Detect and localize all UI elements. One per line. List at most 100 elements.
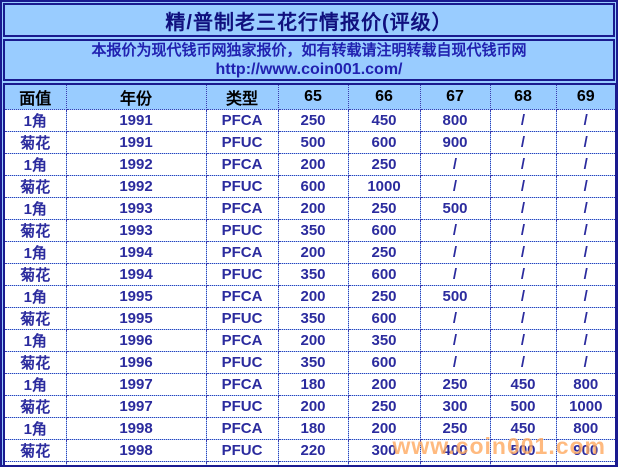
table-header-row: 面值 年份 类型 65 66 67 68 69 (3, 83, 616, 110)
price-cell: 800 (419, 109, 491, 132)
price-cell: 500 (419, 285, 491, 308)
year-cell: 1999 (65, 461, 207, 465)
year-cell: 1998 (65, 439, 207, 462)
price-cell: / (555, 329, 616, 352)
price-cell: 600 (347, 131, 421, 154)
price-cell: 600 (347, 307, 421, 330)
price-cell: 450 (489, 373, 557, 396)
price-cell: 250 (277, 109, 349, 132)
price-cell: 600 (347, 219, 421, 242)
price-cell: / (419, 175, 491, 198)
year-cell: 1993 (65, 197, 207, 220)
face-value-cell: 菊花 (3, 307, 67, 330)
year-cell: 1994 (65, 241, 207, 264)
price-cell: 600 (347, 351, 421, 374)
year-cell: 1994 (65, 263, 207, 286)
price-cell: / (555, 461, 616, 465)
table-row: 菊花 1996 PFUC 350 600// / (3, 351, 616, 374)
page-title-bar: 精/普制老三花行情报价(评级） (3, 3, 615, 37)
year-cell: 1996 (65, 329, 207, 352)
price-cell: 450 (489, 461, 557, 465)
table-row: 1角 1993 PFCA 200 250 500// (3, 197, 616, 220)
table-row: 菊花 1994 PFUC 350 600// / (3, 263, 616, 286)
price-cell: 250 (419, 461, 491, 465)
price-cell: 180 (277, 417, 349, 440)
table-row: 1角 1997 PFCA 180 200 250 450 800 (3, 373, 616, 396)
face-value-cell: 菊花 (3, 351, 67, 374)
table-row: 1角 1994 PFCA 200 250// / (3, 241, 616, 264)
notice-box: 本报价为现代钱币网独家报价，如有转载请注明转载自现代钱币网 http://www… (3, 39, 615, 81)
price-cell: 300 (347, 439, 421, 462)
price-cell: 500 (489, 395, 557, 418)
price-cell: 200 (277, 241, 349, 264)
price-cell: 900 (555, 439, 616, 462)
price-cell: 800 (555, 417, 616, 440)
column-header-类型: 类型 (205, 83, 279, 110)
table-row: 菊花 1997 PFUC 200 250 300 500 1000 (3, 395, 616, 418)
face-value-cell: 1角 (3, 285, 67, 308)
price-cell: / (489, 131, 557, 154)
price-cell: 300 (419, 395, 491, 418)
year-cell: 1993 (65, 219, 207, 242)
price-cell: 800 (555, 373, 616, 396)
type-cell: PFUC (205, 395, 279, 418)
face-value-cell: 1角 (3, 153, 67, 176)
price-cell: / (489, 109, 557, 132)
year-cell: 1998 (65, 417, 207, 440)
column-header-年份: 年份 (65, 83, 207, 110)
column-header-67: 67 (419, 83, 491, 110)
column-header-69: 69 (555, 83, 616, 110)
price-cell: 450 (347, 109, 421, 132)
table-row: 1角 1995 PFCA 200 250 500// (3, 285, 616, 308)
table-body: 1角 1991 PFCA 250 450 800// 菊花 1991 PFUC 500 600 900… (3, 109, 616, 465)
face-value-cell: 1角 (3, 241, 67, 264)
price-cell: / (555, 109, 616, 132)
price-cell: / (419, 307, 491, 330)
price-cell: / (555, 131, 616, 154)
face-value-cell: 菊花 (3, 175, 67, 198)
type-cell: PFUC (205, 307, 279, 330)
type-cell: PFUC (205, 175, 279, 198)
type-cell: PFCA (205, 329, 279, 352)
notice-text: 本报价为现代钱币网独家报价，如有转载请注明转载自现代钱币网 (91, 42, 527, 59)
face-value-cell: 菊花 (3, 395, 67, 418)
table-row: 菊花 1995 PFUC 350 600// / (3, 307, 616, 330)
price-cell: 500 (277, 131, 349, 154)
site-url-text: http://www.coin001.com/ (215, 61, 403, 78)
price-cell: 250 (419, 417, 491, 440)
price-cell: 500 (489, 439, 557, 462)
price-cell: 250 (347, 197, 421, 220)
face-value-cell: 菊花 (3, 439, 67, 462)
table-row: 1角 1996 PFCA 200 350// / (3, 329, 616, 352)
price-cell: 250 (347, 395, 421, 418)
price-cell: / (419, 329, 491, 352)
price-cell: / (419, 351, 491, 374)
price-cell: 220 (277, 439, 349, 462)
face-value-cell: 1角 (3, 197, 67, 220)
year-cell: 1996 (65, 351, 207, 374)
price-cell: 350 (277, 263, 349, 286)
price-cell: 350 (277, 351, 349, 374)
price-cell: 250 (419, 373, 491, 396)
price-cell: 200 (277, 329, 349, 352)
price-cell: / (419, 263, 491, 286)
price-cell: / (555, 175, 616, 198)
face-value-cell: 1角 (3, 373, 67, 396)
price-cell: / (489, 351, 557, 374)
year-cell: 1991 (65, 131, 207, 154)
price-cell: / (419, 153, 491, 176)
price-cell: 350 (277, 307, 349, 330)
price-cell: / (555, 285, 616, 308)
type-cell: PFCA (205, 197, 279, 220)
price-cell: 200 (277, 153, 349, 176)
price-cell: 600 (277, 175, 349, 198)
table-row: 1角 1991 PFCA 250 450 800// (3, 109, 616, 132)
price-cell: 180 (277, 373, 349, 396)
table-row: 菊花 1998 PFUC 220 300 400 500 900 (3, 439, 616, 462)
price-cell: / (555, 307, 616, 330)
price-cell: 500 (419, 197, 491, 220)
table-row: 菊花 1992 PFUC 600 1000// / (3, 175, 616, 198)
price-cell: 900 (419, 131, 491, 154)
type-cell: PFCA (205, 285, 279, 308)
face-value-cell: 1角 (3, 461, 67, 465)
